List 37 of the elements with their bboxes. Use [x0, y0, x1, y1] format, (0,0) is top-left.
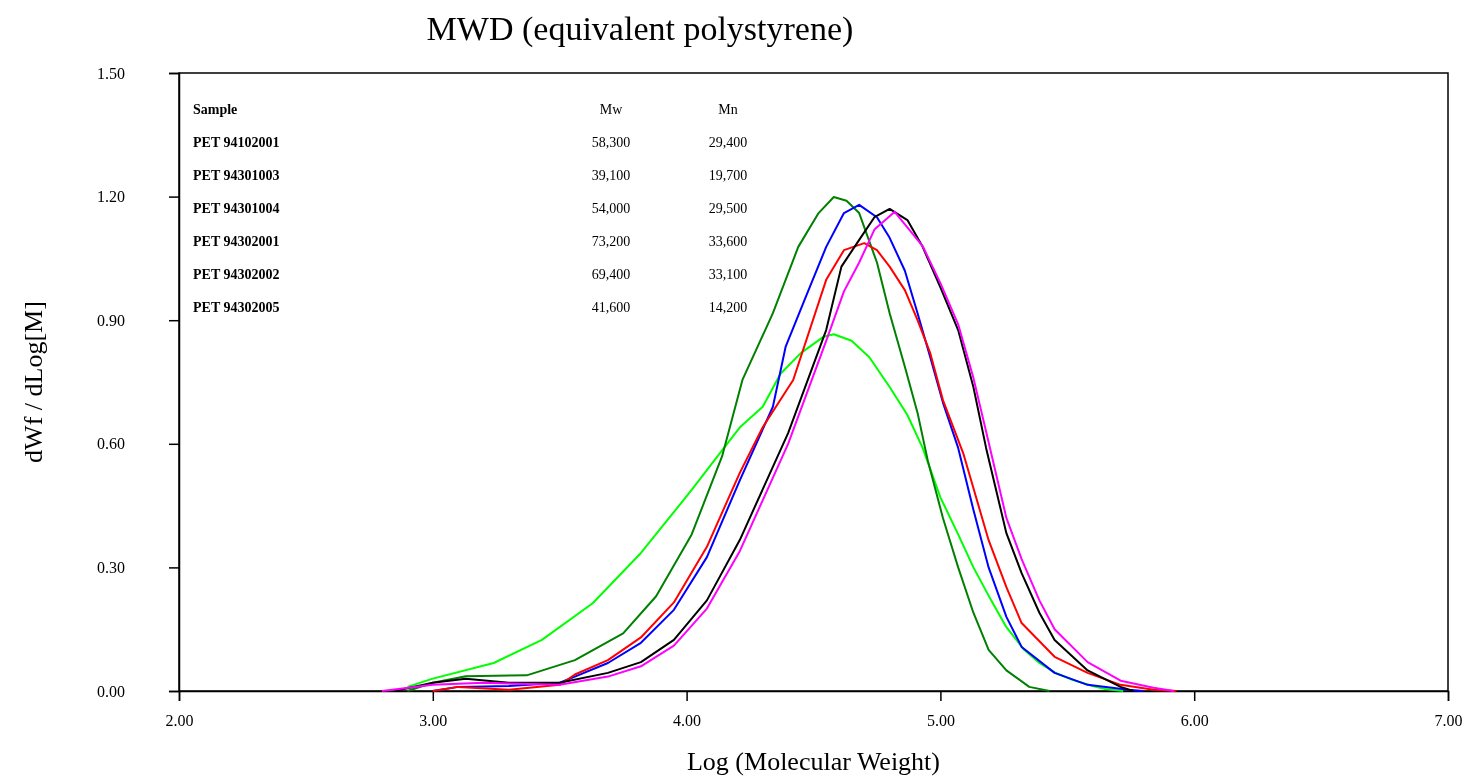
annotation: PET 94301004: [193, 201, 280, 216]
chart-title: MWD (equivalent polystyrene): [426, 10, 854, 48]
x-tick-label: 2.00: [165, 712, 194, 730]
line-series: [406, 333, 1125, 692]
annotation: 54,000: [591, 201, 631, 216]
x-tick-label: 3.00: [419, 712, 448, 730]
annotation: 19,700: [708, 168, 748, 183]
y-tick-label: 1.20: [97, 188, 125, 206]
annotation: PET 94302005: [193, 300, 280, 315]
y-tick-label: 0.30: [97, 559, 125, 577]
x-tick-label: 4.00: [673, 712, 702, 730]
y-tick-label: 0.90: [97, 311, 125, 329]
annotation: 73,200: [591, 234, 631, 249]
x-tick-label: 6.00: [1180, 712, 1209, 730]
y-tick-label: 1.50: [97, 64, 125, 82]
annotation: Mn: [718, 102, 738, 117]
x-tick-label: 7.00: [1434, 712, 1463, 730]
annotation: Sample: [193, 102, 238, 117]
annotation: PET 94302002: [193, 267, 280, 282]
y-axis-title: dWf / dLog[M]: [19, 301, 48, 463]
annotation: 33,100: [708, 267, 748, 282]
annotation: PET 94302001: [193, 234, 280, 249]
annotation: 33,600: [708, 234, 748, 249]
annotation: 39,100: [591, 168, 631, 183]
annotation: PET 94102001: [193, 135, 280, 150]
annotation: Mw: [599, 102, 624, 117]
annotation: 41,600: [591, 300, 631, 315]
annotation: 14,200: [708, 300, 748, 315]
annotation: 69,400: [591, 267, 631, 282]
annotation: 29,400: [708, 135, 748, 150]
x-tick-label: 5.00: [926, 712, 955, 730]
x-axis-title: Log (Molecular Weight): [686, 747, 941, 776]
annotation: PET 94301003: [193, 168, 280, 183]
annotation: 58,300: [591, 135, 631, 150]
y-tick-label: 0.00: [97, 682, 125, 700]
y-tick-label: 0.60: [97, 435, 125, 453]
annotation: 29,500: [708, 201, 748, 216]
